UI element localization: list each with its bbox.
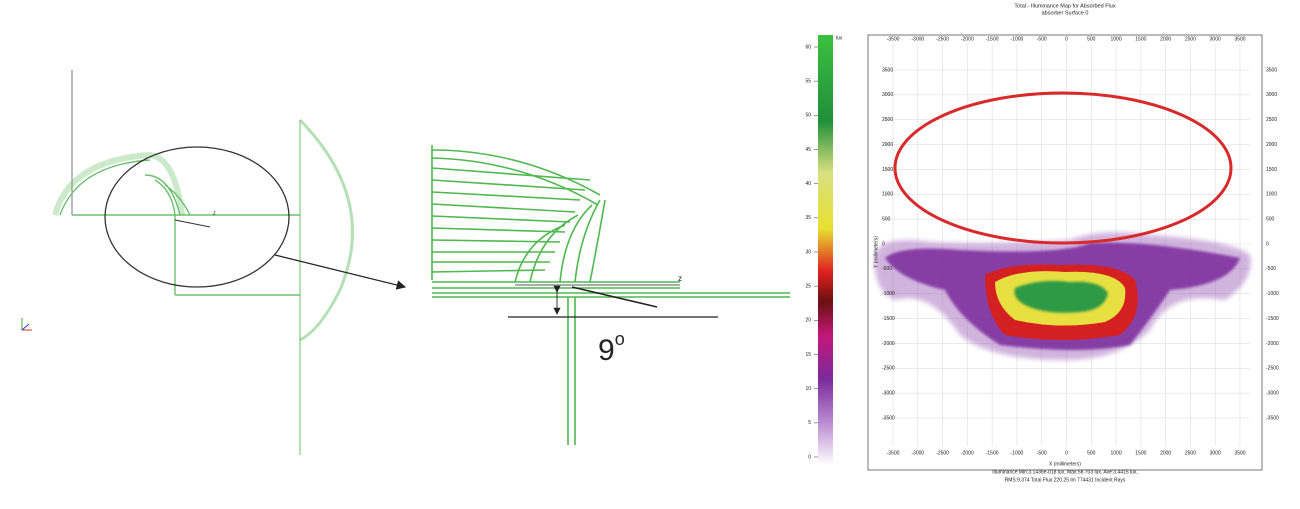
x-axis-label: X (millimeters) bbox=[1049, 461, 1081, 467]
zoom-drawing bbox=[431, 145, 790, 445]
colorbar-tick-label: 35 bbox=[805, 215, 811, 221]
flux-distribution bbox=[874, 232, 1251, 360]
x-tick-label: -1500 bbox=[986, 450, 999, 456]
x-tick-label: 1500 bbox=[1135, 36, 1146, 42]
colorbar-tick-label: 20 bbox=[805, 318, 811, 324]
illuminance-map: Total - Illuminance Map for Absorbed Flu… bbox=[805, 3, 1279, 483]
y-tick-label: -2500 bbox=[1266, 366, 1279, 372]
x-tick-label: -3000 bbox=[911, 450, 924, 456]
angle-annotation bbox=[508, 284, 718, 318]
colorbar-unit: lux bbox=[836, 35, 843, 41]
highlight-ellipse bbox=[893, 91, 1233, 245]
colorbar-tick-label: 45 bbox=[805, 147, 811, 153]
x-tick-label: -2500 bbox=[936, 450, 949, 456]
x-tick-label: -500 bbox=[1037, 450, 1047, 456]
colorbar-tick-label: 0 bbox=[808, 454, 811, 460]
y-tick-label: -3000 bbox=[882, 390, 895, 396]
axis-label: z bbox=[213, 210, 216, 216]
x-tick-label: 2000 bbox=[1160, 450, 1171, 456]
y-tick-label: 3500 bbox=[1266, 67, 1277, 73]
footer-line: Illuminance Min:3.1436e-018 lux, Max:58.… bbox=[992, 469, 1138, 475]
colorbar-tick-label: 30 bbox=[805, 249, 811, 255]
y-tick-label: -1000 bbox=[1266, 291, 1279, 297]
colorbar-tick-label: 15 bbox=[805, 352, 811, 358]
map-title: Total - Illuminance Map for Absorbed Flu… bbox=[1014, 3, 1115, 9]
y-tick-label: -3500 bbox=[1266, 415, 1279, 421]
x-tick-label: 3500 bbox=[1234, 36, 1245, 42]
angle-label: 9o bbox=[598, 329, 625, 367]
y-tick-label: -2000 bbox=[882, 341, 895, 347]
angle-value: 9 bbox=[598, 334, 615, 367]
x-tick-label: -1500 bbox=[986, 36, 999, 42]
y-tick-label: 2500 bbox=[1266, 117, 1277, 123]
y-tick-label: -500 bbox=[1266, 266, 1276, 272]
x-tick-label: 500 bbox=[1087, 36, 1096, 42]
y-tick-label: -2500 bbox=[882, 366, 895, 372]
zoom-arrow bbox=[274, 254, 407, 290]
x-tick-label: -1000 bbox=[1011, 450, 1024, 456]
x-tick-label: -2000 bbox=[961, 450, 974, 456]
colorbar-tick-label: 10 bbox=[805, 386, 811, 392]
x-tick-label: 500 bbox=[1087, 450, 1096, 456]
x-tick-label: 3000 bbox=[1210, 36, 1221, 42]
y-tick-label: 3500 bbox=[882, 67, 893, 73]
x-tick-label: 2000 bbox=[1160, 36, 1171, 42]
colorbar-tick-label: 40 bbox=[805, 181, 811, 187]
y-tick-label: 2500 bbox=[882, 117, 893, 123]
x-tick-label: -3500 bbox=[887, 450, 900, 456]
x-tick-label: 1000 bbox=[1111, 450, 1122, 456]
y-tick-label: 1500 bbox=[1266, 167, 1277, 173]
y-tick-label: -500 bbox=[882, 266, 892, 272]
y-tick-label: -1500 bbox=[882, 316, 895, 322]
x-tick-label: 1000 bbox=[1111, 36, 1122, 42]
x-tick-label: 2500 bbox=[1185, 36, 1196, 42]
zoom-circle bbox=[104, 146, 290, 288]
x-tick-label: -2000 bbox=[961, 36, 974, 42]
colorbar-tick-label: 25 bbox=[805, 283, 811, 289]
x-tick-label: -3500 bbox=[887, 36, 900, 42]
x-tick-label: -1000 bbox=[1011, 36, 1024, 42]
y-tick-label: 1000 bbox=[1266, 192, 1277, 198]
y-tick-label: -3000 bbox=[1266, 390, 1279, 396]
colorbar bbox=[818, 35, 833, 465]
map-subtitle: absorber Surface 0 bbox=[1042, 10, 1089, 16]
angle-unit: o bbox=[615, 329, 625, 349]
axis-label: z bbox=[678, 274, 682, 283]
y-tick-label: -1500 bbox=[1266, 316, 1279, 322]
footer-line: RMS:9.374 Total Flux:220.25 lm 774431 In… bbox=[1005, 477, 1126, 483]
x-tick-label: -2500 bbox=[936, 36, 949, 42]
x-tick-label: 1500 bbox=[1135, 450, 1146, 456]
y-tick-label: 2000 bbox=[882, 142, 893, 148]
x-tick-label: 0 bbox=[1065, 450, 1068, 456]
y-tick-label: 500 bbox=[1266, 216, 1275, 222]
y-tick-label: 1500 bbox=[882, 167, 893, 173]
y-tick-label: 3000 bbox=[1266, 92, 1277, 98]
colorbar-tick-label: 50 bbox=[805, 113, 811, 119]
y-tick-label: 0 bbox=[1266, 241, 1269, 247]
y-tick-label: -2000 bbox=[1266, 341, 1279, 347]
overview-drawing bbox=[21, 70, 354, 455]
y-tick-label: 3000 bbox=[882, 92, 893, 98]
y-tick-label: 0 bbox=[882, 241, 885, 247]
y-tick-label: 1000 bbox=[882, 192, 893, 198]
colorbar-tick-label: 60 bbox=[805, 44, 811, 50]
x-tick-label: -3000 bbox=[911, 36, 924, 42]
y-tick-label: -1000 bbox=[882, 291, 895, 297]
y-tick-label: 2000 bbox=[1266, 142, 1277, 148]
colorbar-tick-label: 5 bbox=[808, 420, 811, 426]
colorbar-tick-label: 55 bbox=[805, 78, 811, 84]
x-tick-label: 3000 bbox=[1210, 450, 1221, 456]
x-tick-label: 2500 bbox=[1185, 450, 1196, 456]
y-tick-label: 500 bbox=[882, 216, 891, 222]
x-tick-label: 0 bbox=[1065, 36, 1068, 42]
x-tick-label: 3500 bbox=[1234, 450, 1245, 456]
y-tick-label: -3500 bbox=[882, 415, 895, 421]
x-tick-label: -500 bbox=[1037, 36, 1047, 42]
y-axis-label: Y (millimeters) bbox=[873, 236, 879, 268]
